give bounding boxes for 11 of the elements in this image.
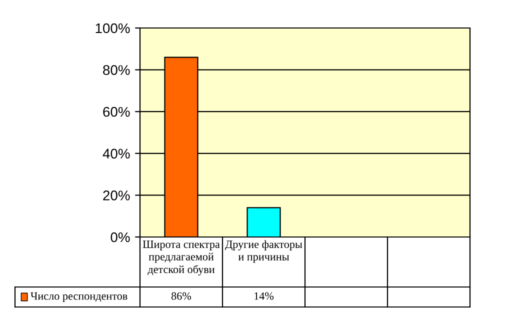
data-label: 14% <box>254 292 274 300</box>
legend-label: Число респондентов <box>30 292 128 302</box>
x-tick-label: Другие факторы и причины <box>225 240 302 263</box>
y-tick-label: 0% <box>110 232 130 242</box>
y-tick-label: 100% <box>96 23 130 34</box>
y-tick-label: 60% <box>103 106 130 117</box>
y-tick-label: 80% <box>103 65 130 75</box>
data-label: 86% <box>171 292 192 300</box>
y-tick-label: 40% <box>102 148 130 159</box>
y-tick-label: 20% <box>103 190 130 200</box>
x-tick-label: Широта спектра предлагаемой детской обуви <box>142 240 220 276</box>
